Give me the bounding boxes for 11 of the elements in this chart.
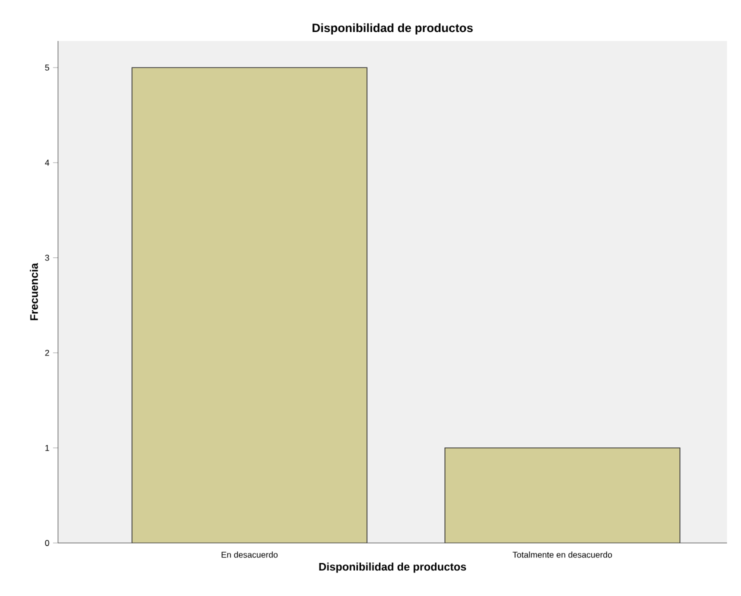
y-axis-title: Frecuencia	[30, 262, 38, 320]
y-tick-label: 2	[45, 350, 50, 356]
y-tick-label: 4	[44, 160, 50, 166]
chart-title: Disponibilidad de productos	[312, 23, 473, 34]
y-tick-label: 0	[45, 540, 50, 546]
x-axis-title: Disponibilidad de productos	[319, 562, 466, 573]
y-tick-label: 5	[45, 64, 50, 71]
y-tick-label: 1	[45, 444, 50, 451]
x-tick-label: Totalmente en desacuerdo	[512, 552, 612, 558]
x-tick-label: En desacuerdo	[222, 552, 278, 558]
y-tick-label: 3	[45, 254, 50, 261]
